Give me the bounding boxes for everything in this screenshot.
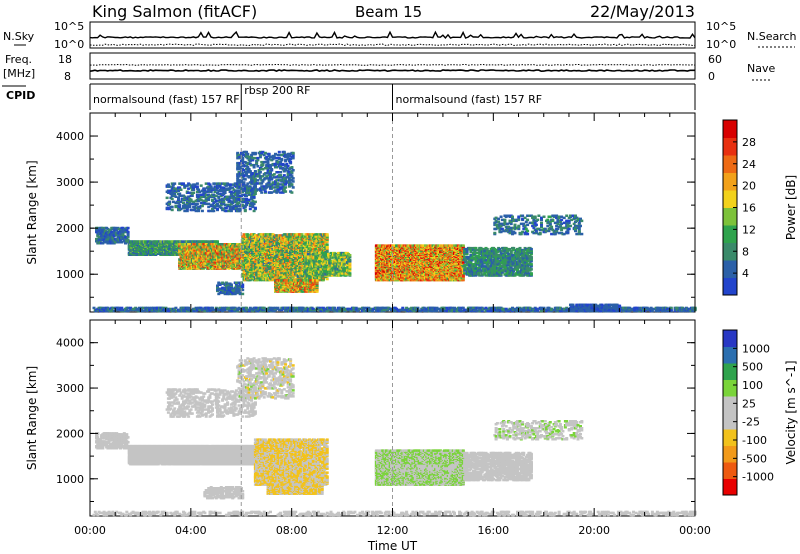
cpid-segment-label: rbsp 200 RF — [244, 84, 310, 97]
cpid-segment-label: normalsound (fast) 157 RF — [93, 93, 240, 106]
station-title: King Salmon (fitACF) — [92, 2, 257, 21]
freq-left-tick-top: 18 — [58, 53, 72, 66]
nsearch-trace — [90, 44, 695, 46]
freq-unit-label: [MHz] — [3, 67, 35, 80]
data-cell — [187, 307, 190, 310]
data-cell — [127, 227, 130, 230]
nave-trace — [90, 65, 695, 66]
data-cell — [127, 231, 130, 234]
nsearch-label: N.Search — [747, 30, 797, 43]
nave-label: Nave — [747, 62, 775, 75]
freq-strip-frame — [90, 53, 695, 79]
nsky-trace — [90, 32, 695, 38]
data-cell — [216, 240, 219, 243]
noise-left-tick-top: 10^5 — [54, 20, 84, 33]
cpid-segment-label: normalsound (fast) 157 RF — [396, 93, 543, 106]
freq-trace — [90, 70, 695, 71]
beam-title: Beam 15 — [355, 3, 422, 21]
cpid-label: CPID — [6, 89, 35, 102]
date-title: 22/May/2013 — [590, 2, 695, 21]
freq-right-tick-bottom: 0 — [708, 70, 715, 83]
freq-left-tick-bottom: 8 — [64, 70, 71, 83]
freq-right-tick-top: 60 — [708, 53, 722, 66]
data-cell — [174, 307, 177, 310]
data-cell — [652, 308, 655, 311]
data-cell — [95, 238, 98, 241]
noise-right-tick-bottom: 10^0 — [706, 38, 736, 51]
noise-right-tick-top: 10^5 — [706, 20, 736, 33]
nsky-label: N.Sky — [3, 30, 35, 43]
freq-label: Freq. — [5, 53, 32, 66]
data-cell — [312, 308, 315, 311]
noise-left-tick-bottom: 10^0 — [54, 38, 84, 51]
data-cell — [343, 308, 346, 311]
cpid-segments: normalsound (fast) 157 RF rbsp 200 RF norm… — [93, 84, 542, 110]
